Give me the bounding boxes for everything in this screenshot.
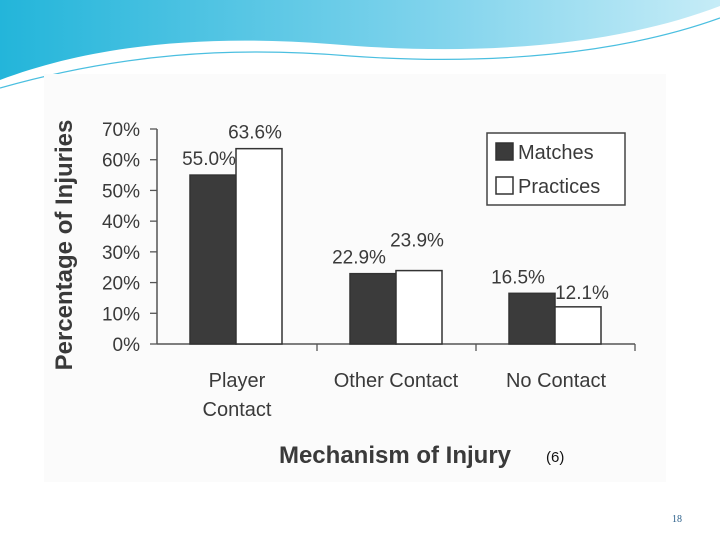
x-category-label: Contact [203,399,272,421]
y-tick-label: 30% [102,243,140,264]
y-tick-label: 10% [102,304,140,325]
citation-label: (6) [546,449,565,466]
y-tick-label: 20% [102,274,140,295]
header-wave-line [0,17,720,89]
x-category-label: Player [209,370,266,392]
bar-matches [508,292,556,345]
bar-matches [189,174,237,345]
x-axis-title: Mechanism of Injury [279,442,512,469]
data-label: 16.5% [491,267,545,288]
header-wave [0,0,720,80]
bar-practices [235,147,283,345]
data-label: 12.1% [555,283,609,304]
bar-matches [349,272,397,345]
page-number: 18 [672,514,682,525]
legend-label-matches: Matches [518,142,594,164]
legend-label-practices: Practices [518,176,600,198]
header-wave-highlight [0,10,720,86]
y-tick-label: 70% [102,120,140,141]
y-tick-label: 50% [102,181,140,202]
data-label: 23.9% [390,231,444,252]
legend-swatch-practices [495,176,514,195]
data-label: 22.9% [332,248,386,269]
bar-practices [395,269,443,345]
x-category-label: No Contact [506,370,606,392]
y-axis-title: Percentage of Injuries [51,120,78,371]
y-tick-label: 60% [102,151,140,172]
data-label: 55.0% [182,149,236,170]
y-tick-label: 40% [102,212,140,233]
legend-swatch-matches [495,142,514,161]
slide-header-decoration [0,0,720,89]
y-tick-label: 0% [113,335,141,356]
x-category-label: Other Contact [334,370,459,392]
data-label: 63.6% [228,123,282,144]
bar-practices [554,306,602,345]
